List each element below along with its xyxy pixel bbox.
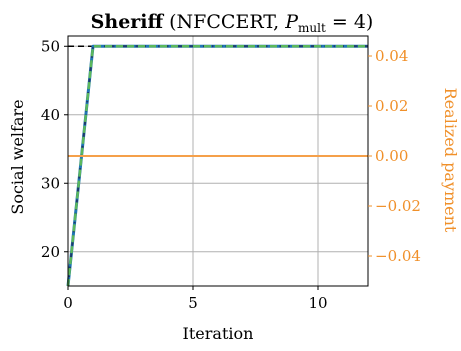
title-p-symbol: P [284,11,299,33]
y-left-tick-label: 30 [41,174,60,192]
axis-ticks: 0 5 10 20 30 40 50 −0.04 −0.02 0.00 0.02 0.04 [41,37,421,312]
title-p-subscript: mult [298,21,326,35]
chart-title: Sheriff (NFCCERT, Pmult = 4) [91,11,374,35]
x-axis-label: Iteration [183,324,254,343]
title-prefix: (NFCCERT, [163,11,285,33]
y-right-tick-label: 0.04 [375,47,408,65]
title-suffix: = 4) [326,11,374,33]
y-axis-label-left: Social welfare [8,99,27,214]
y-right-tick-label: 0.00 [375,147,408,165]
series-line-left [67,45,368,287]
series-line-left [66,45,368,287]
y-left-tick-label: 20 [41,243,60,261]
x-tick-label: 0 [63,294,73,312]
y-left-tick-label: 40 [41,106,60,124]
y-right-tick-label: −0.02 [375,197,421,215]
series-lines [66,44,368,287]
x-tick-label: 5 [188,294,198,312]
y-right-tick-label: 0.02 [375,97,408,115]
series-line-left [66,44,368,287]
grid-lines [67,36,368,286]
title-bold: Sheriff [91,11,165,33]
y-left-tick-label: 50 [41,37,60,55]
x-tick-label: 10 [308,294,327,312]
y-right-tick-label: −0.04 [375,247,421,265]
plot-frame [67,35,369,287]
y-axis-label-right: Realized payment [441,88,460,233]
